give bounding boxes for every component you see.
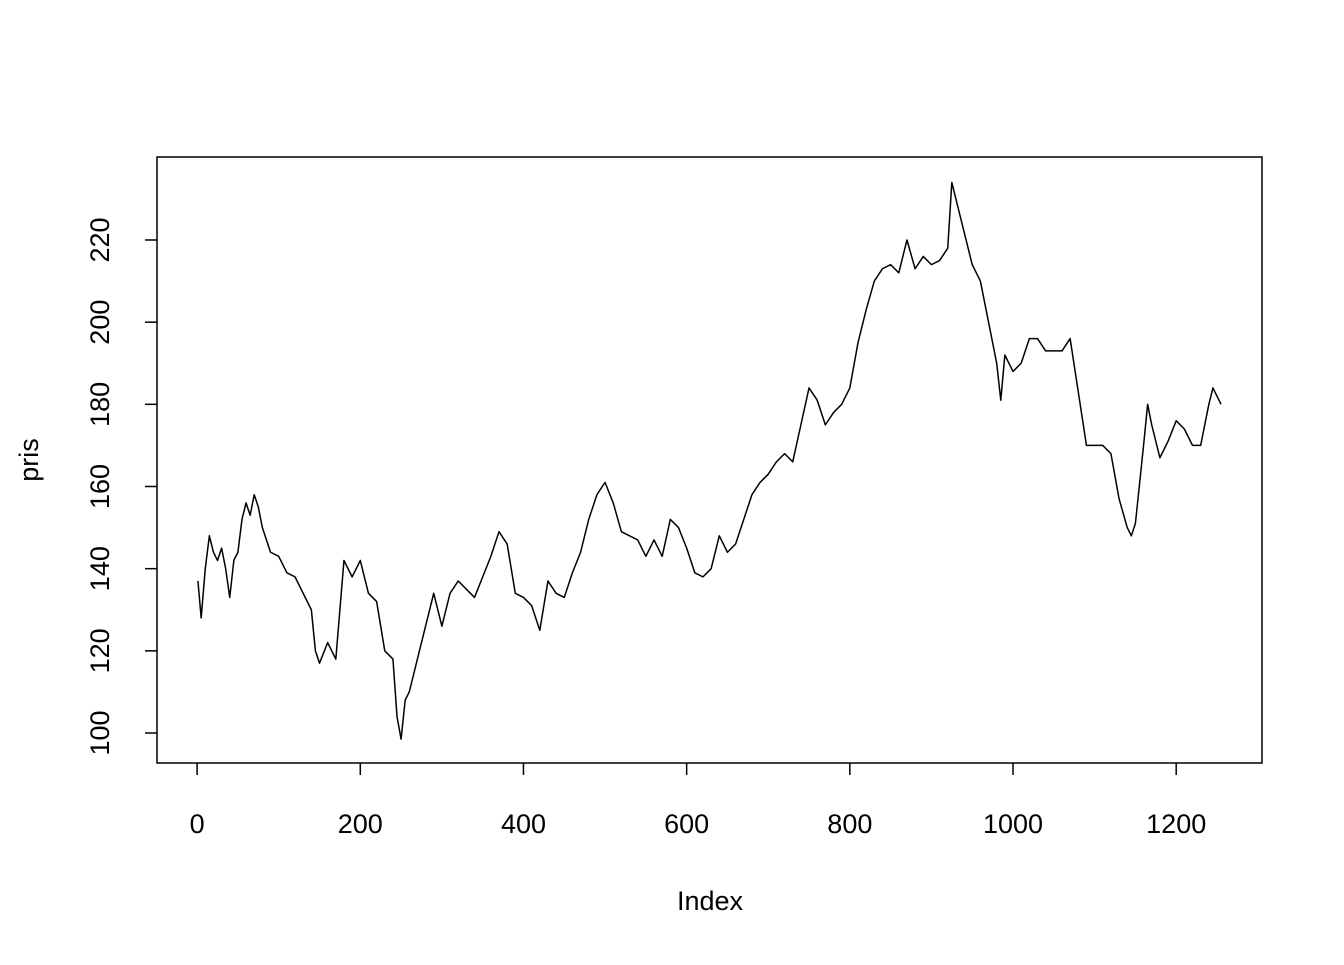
x-tick-label: 800 (827, 809, 872, 839)
x-tick-label: 600 (664, 809, 709, 839)
line-series (197, 181, 1222, 740)
x-axis-label: Index (677, 886, 744, 916)
plot-frame (156, 156, 1263, 764)
y-tick-label: 220 (85, 217, 115, 262)
y-tick-label: 180 (85, 382, 115, 427)
x-tick-label: 200 (338, 809, 383, 839)
y-axis-label: pris (14, 438, 44, 482)
y-tick-label: 140 (85, 546, 115, 591)
y-tick-label: 100 (85, 710, 115, 755)
y-tick-label: 120 (85, 628, 115, 673)
x-tick-label: 1200 (1146, 809, 1206, 839)
y-tick-label: 200 (85, 300, 115, 345)
x-tick-label: 0 (190, 809, 205, 839)
x-tick-label: 400 (501, 809, 546, 839)
x-tick-label: 1000 (983, 809, 1043, 839)
y-tick-label: 160 (85, 464, 115, 509)
